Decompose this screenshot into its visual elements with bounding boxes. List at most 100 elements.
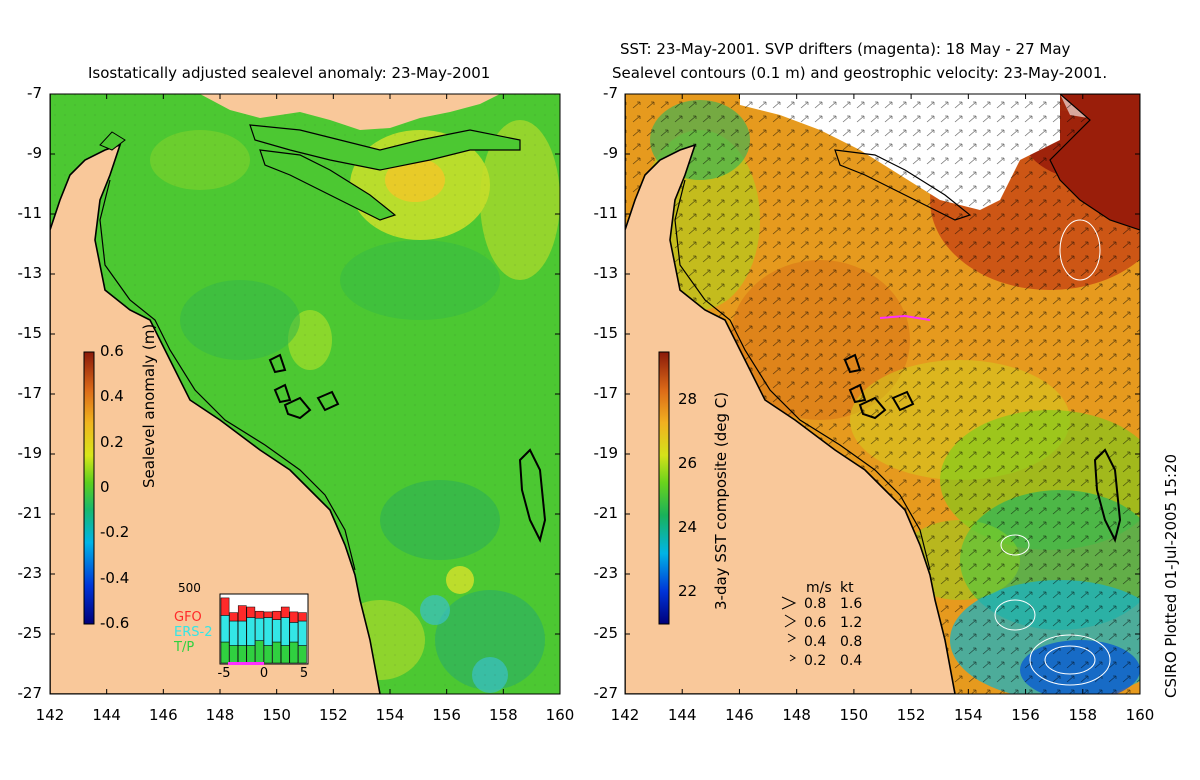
left-lon-tick-label: 150: [262, 706, 291, 724]
left-colorbar-label: Sealevel anomaly (m): [140, 323, 158, 488]
left-lon-tick-label: 156: [432, 706, 461, 724]
inset-bar-tp: [289, 641, 299, 664]
left-lat-tick-label: -9: [27, 144, 42, 162]
right-lat-tick-label: -23: [593, 564, 619, 582]
inset-bar-gfo: [272, 610, 281, 620]
sealevel-contours: [994, 219, 1111, 686]
left-map-title: Isostatically adjusted sealevel anomaly:…: [88, 64, 491, 82]
svp-drifter-track: [879, 314, 931, 321]
axis-tick-marks: [49, 93, 1141, 695]
left-lat-tick-label: -15: [17, 324, 43, 342]
left-lon-tick-label: 158: [489, 706, 518, 724]
velocity-key-kt: 0.8: [840, 634, 863, 650]
left-colorbar-tick: 0.4: [100, 387, 124, 406]
right-lat-tick-label: -25: [593, 624, 619, 642]
inset-bar-ers: [289, 622, 299, 643]
inset-bar-tp: [255, 640, 264, 664]
right-lat-tick-label: -19: [593, 444, 619, 462]
land-right: [625, 94, 1140, 694]
velocity-key-kt: 1.2: [840, 615, 863, 631]
right-lat-tick-label: -21: [593, 504, 619, 522]
inset-bar-ers: [220, 615, 230, 643]
left-lat-tick-label: -23: [17, 564, 43, 582]
right-colorbar: [658, 351, 670, 625]
inset-bar-gfo: [298, 612, 307, 622]
inset-bar-tp: [220, 641, 230, 664]
velocity-key-header-ms: m/s: [806, 580, 832, 596]
drifter-period-bar: [228, 662, 264, 665]
left-lon-tick-label: 148: [205, 706, 235, 724]
inset-bar-tp: [229, 645, 238, 664]
inset-bar-ers: [263, 617, 273, 646]
left-colorbar-tick: 0.2: [100, 432, 124, 451]
right-lon-tick-label: 156: [1011, 706, 1040, 724]
left-colorbar: [83, 351, 95, 625]
left-lon-tick-label: 144: [92, 706, 121, 724]
left-lon-tick-label: 152: [319, 706, 348, 724]
velocity-key-ms: 0.2: [804, 653, 827, 669]
inset-legend-item: ERS-2: [174, 625, 213, 640]
sst-velocity-map: [625, 94, 1140, 694]
right-lon-tick-label: 158: [1068, 706, 1098, 724]
inset-x-tick: -5: [217, 666, 231, 681]
left-lat-tick-label: -11: [17, 204, 43, 222]
right-lat-tick-label: -7: [603, 84, 618, 102]
right-lat-tick-label: -17: [593, 384, 619, 402]
right-lon-tick-label: 148: [782, 706, 811, 724]
left-lat-tick-label: -7: [27, 84, 42, 102]
left-lat-tick-label: -27: [17, 684, 43, 702]
right-colorbar-tick: 26: [678, 454, 698, 472]
left-lat-tick-label: -13: [17, 264, 43, 282]
satellite-coverage-inset: [219, 593, 309, 665]
left-colorbar-tick: -0.6: [100, 614, 130, 632]
left-lon-tick-label: 142: [35, 706, 65, 724]
inset-bar-ers: [272, 619, 281, 643]
shelf-break-contour-right: [674, 179, 931, 571]
plot-credit: CSIRO Plotted 01-Jul-2005 15:20: [1162, 453, 1180, 698]
right-lon-tick-label: 144: [667, 706, 697, 724]
inset-bar-ers: [255, 617, 264, 641]
inset-bar-gfo: [280, 606, 290, 618]
velocity-key-ms: 0.8: [804, 596, 827, 612]
inset-legend-item: T/P: [174, 640, 195, 655]
right-colorbar-tick: 28: [678, 390, 698, 408]
left-lat-tick-label: -17: [17, 384, 43, 402]
velocity-key-ms: 0.6: [804, 615, 827, 631]
inset-bar-ers: [246, 617, 256, 646]
land-left: [50, 94, 547, 694]
right-colorbar-tick: 22: [678, 582, 698, 600]
right-lat-tick-label: -9: [603, 144, 618, 162]
inset-bar-gfo: [246, 606, 256, 618]
left-colorbar-tick: 0.6: [100, 342, 124, 360]
inset-bar-tp: [298, 645, 307, 664]
right-lon-tick-label: 150: [839, 706, 869, 724]
inset-bar-tp: [237, 645, 247, 664]
left-lat-tick-label: -19: [17, 444, 43, 462]
inset-x-tick: 5: [299, 666, 309, 681]
velocity-key-kt: 0.4: [840, 653, 863, 669]
right-map-title-line2: Sealevel contours (0.1 m) and geostrophi…: [612, 64, 1108, 82]
inset-ymax-label: 500: [178, 581, 201, 595]
inset-bar-gfo: [220, 597, 230, 616]
velocity-key-header-kt: kt: [840, 580, 854, 596]
velocity-key-kt: 1.6: [840, 596, 863, 612]
inset-x-tick: 0: [259, 666, 269, 681]
left-colorbar-tick: -0.4: [100, 568, 130, 587]
inset-bar-gfo: [237, 605, 247, 622]
right-lon-tick-label: 142: [610, 706, 640, 724]
inset-legend-item: GFO: [174, 610, 202, 625]
right-lon-tick-label: 160: [1125, 706, 1155, 724]
left-colorbar-tick: 0: [100, 478, 110, 496]
inset-bar-ers: [237, 620, 247, 646]
inset-bar-ers: [298, 620, 307, 646]
left-lat-tick-label: -25: [17, 624, 43, 642]
inset-bars: [220, 597, 307, 664]
inset-bar-tp: [246, 645, 256, 664]
left-colorbar-tick: -0.2: [100, 523, 130, 542]
right-map-title-line1: SST: 23-May-2001. SVP drifters (magenta)…: [620, 40, 1071, 58]
inset-bar-ers: [280, 617, 290, 646]
left-lon-tick-label: 154: [375, 706, 405, 724]
velocity-key-arrows: [781, 596, 797, 662]
right-lat-tick-label: -11: [593, 204, 619, 222]
